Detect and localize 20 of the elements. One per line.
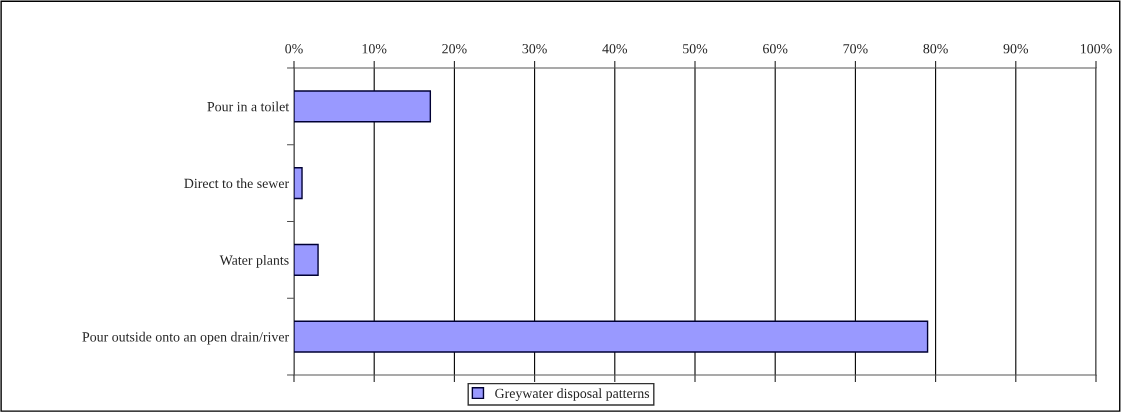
x-tick-label: 30% — [522, 44, 547, 54]
bar — [294, 90, 432, 123]
x-tick-label: 20% — [442, 44, 467, 54]
x-tick-label: 0% — [285, 44, 303, 54]
x-tick-label: 100% — [1081, 44, 1112, 54]
y-tick-label: Water plants — [219, 255, 289, 268]
bar — [294, 167, 303, 200]
x-tick-label: 40% — [602, 44, 628, 54]
bar — [294, 320, 929, 353]
x-tick-label: 10% — [362, 44, 387, 54]
y-tick-label: Pour outside onto an open drain/river — [82, 331, 290, 345]
bar — [294, 243, 319, 276]
legend-label: Greywater disposal patterns — [495, 388, 650, 401]
y-tick-label: Pour in a toilet — [207, 101, 290, 112]
x-tick-label: 70% — [843, 44, 868, 54]
x-tick-label: 60% — [763, 44, 788, 54]
x-tick-label: 90% — [1003, 44, 1029, 54]
y-tick-label: Direct to the sewer — [184, 178, 290, 189]
x-tick-label: 80% — [923, 44, 948, 54]
x-tick-label: 50% — [683, 44, 708, 54]
